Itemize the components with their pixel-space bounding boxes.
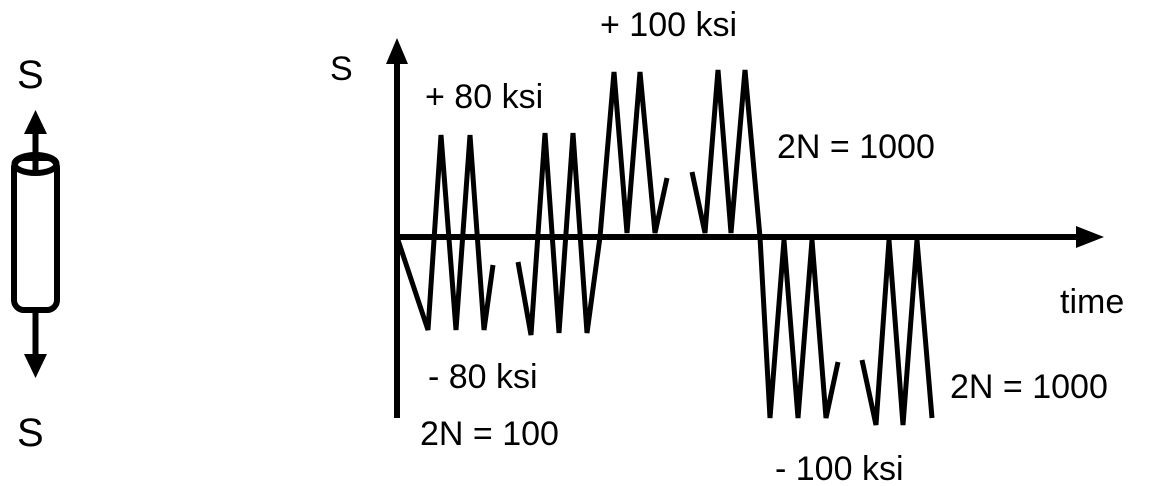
cylinder-body [11, 155, 60, 313]
specimen [11, 128, 60, 360]
x-axis-label: time [1060, 283, 1124, 321]
arrow-down-head [24, 354, 47, 378]
block-100-a [689, 69, 841, 419]
block-80-b [515, 71, 670, 336]
annotation: - 100 ksi [775, 450, 904, 486]
annotation: 2N = 1000 [950, 368, 1108, 406]
annotation: - 80 ksi [428, 358, 538, 396]
specimen-bottom-label: S [17, 411, 44, 455]
block-80-a [394, 134, 496, 331]
y-axis-label: S [330, 50, 353, 88]
annotation: 2N = 100 [420, 415, 559, 453]
annotation: 2N = 1000 [777, 128, 935, 166]
specimen-top-label: S [17, 53, 44, 97]
annotation: + 100 ksi [600, 6, 737, 44]
arrow-up-head [24, 110, 47, 134]
x-axis-arrow [1076, 226, 1104, 248]
y-axis-arrow [386, 38, 408, 64]
block-100-b [859, 239, 935, 426]
annotation: + 80 ksi [425, 78, 543, 116]
